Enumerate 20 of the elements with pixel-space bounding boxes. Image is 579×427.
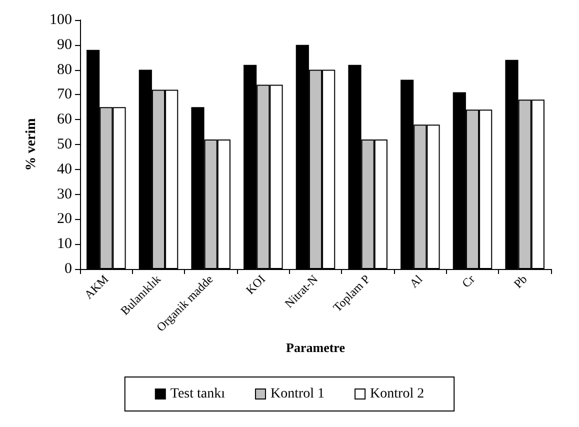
y-tick-label: 50	[57, 136, 72, 152]
legend-label: Test tankı	[170, 386, 226, 402]
y-tick-label: 40	[57, 161, 72, 178]
y-tick-label: 60	[57, 112, 72, 128]
y-tick-label: 20	[57, 211, 72, 228]
x-tick-label: KOI	[243, 272, 268, 298]
y-tick-label: 0	[64, 261, 72, 277]
x-tick-label: Pb	[510, 272, 530, 291]
legend-label: Kontrol 2	[370, 386, 424, 402]
legend-label: Kontrol 1	[270, 386, 325, 402]
y-tick-label: 70	[57, 86, 72, 103]
x-tick-label: Al	[406, 272, 426, 290]
y-tick-label: 80	[57, 62, 72, 78]
y-tick-label: 30	[57, 186, 72, 202]
y-axis-title: % verim	[24, 118, 40, 171]
y-tick-label: 100	[50, 12, 72, 28]
y-tick-label: 10	[57, 236, 72, 252]
x-tick-label: Cr	[459, 272, 478, 290]
y-tick-label: 90	[57, 36, 72, 53]
x-axis-title: Parametre	[286, 340, 346, 355]
